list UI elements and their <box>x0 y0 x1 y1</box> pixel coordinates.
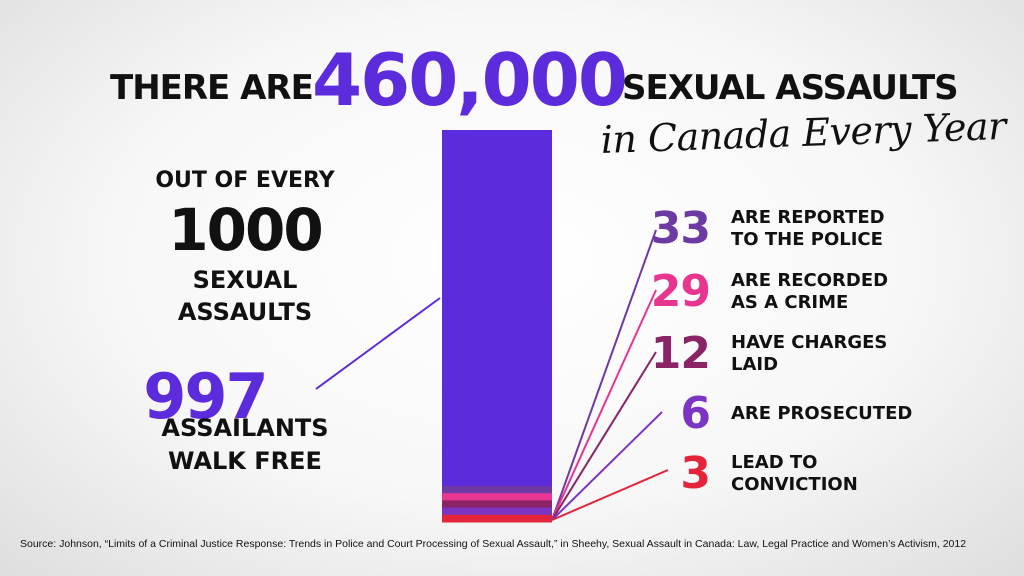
stat-label-line1: HAVE CHARGES <box>731 332 888 353</box>
connector-line-walk-free <box>315 297 441 390</box>
sexual-assaults-label: SEXUAL ASSAULTS <box>140 264 350 328</box>
connector-line <box>551 351 657 521</box>
out-of-every-label: OUT OF EVERY <box>155 168 335 193</box>
bar-segment <box>442 514 552 523</box>
sexual-assaults-line2: ASSAULTS <box>177 298 313 326</box>
source-note: Source: Johnson, “Limits of a Criminal J… <box>20 538 967 550</box>
title-prefix: THERE ARE <box>110 68 314 108</box>
stat-label-line1: ARE PROSECUTED <box>731 403 913 424</box>
walk-free-line2: WALK FREE <box>168 447 322 475</box>
stat-number: 33 <box>650 203 711 254</box>
stat-label-line1: ARE RECORDED <box>731 270 889 291</box>
stat-number: 12 <box>650 328 711 379</box>
walk-free-line1: ASSAILANTS <box>161 414 329 442</box>
stat-label-line2: CONVICTION <box>731 474 858 495</box>
bar-segment-walk-free <box>442 130 552 486</box>
stat-number: 29 <box>650 266 711 317</box>
stat-number: 6 <box>680 388 711 439</box>
walk-free-number: 997 <box>143 360 268 433</box>
stat-label-line1: LEAD TO <box>731 452 818 473</box>
bar-segment <box>442 486 552 494</box>
bar-segment <box>442 493 552 501</box>
bar-segment <box>442 500 552 509</box>
stat-number: 3 <box>680 448 711 499</box>
walk-free-label: ASSAILANTS WALK FREE <box>140 412 350 478</box>
title-number: 460,000 <box>312 38 628 122</box>
connector-line <box>551 289 657 521</box>
stat-label-line2: TO THE POLICE <box>731 229 883 250</box>
stat-label: ARE REPORTED TO THE POLICE <box>731 207 971 251</box>
stat-label-line2: LAID <box>731 354 779 375</box>
connector-line <box>551 469 669 521</box>
sexual-assaults-line1: SEXUAL <box>192 266 298 294</box>
stat-label: ARE RECORDED AS A CRIME <box>731 270 971 314</box>
total-number: 1000 <box>168 196 323 264</box>
stat-label: HAVE CHARGES LAID <box>731 332 971 376</box>
bar-segment <box>442 507 552 516</box>
title-suffix: SEXUAL ASSAULTS <box>622 68 959 108</box>
stat-label-line1: ARE REPORTED <box>731 207 885 228</box>
stat-label: ARE PROSECUTED <box>731 403 971 425</box>
stat-label: LEAD TO CONVICTION <box>731 452 971 496</box>
connector-line <box>551 411 663 521</box>
stat-label-line2: AS A CRIME <box>731 292 849 313</box>
connector-line <box>551 229 657 521</box>
